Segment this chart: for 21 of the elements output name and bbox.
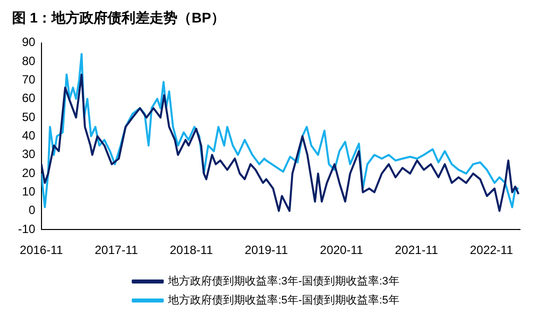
x-tick-label: 2016-11 xyxy=(20,243,64,258)
y-tick-label: 30 xyxy=(22,147,36,162)
y-tick-label: 20 xyxy=(22,166,36,180)
x-tick-label: 2020-11 xyxy=(320,243,364,258)
y-tick-label: 10 xyxy=(22,184,36,199)
y-tick-label: 90 xyxy=(22,35,36,50)
x-tick-label: 2019-11 xyxy=(244,243,288,258)
legend-label: 地方政府债到期收益率:3年-国债到期收益率:3年 xyxy=(167,274,400,288)
x-tick-label: 2022-11 xyxy=(470,243,514,258)
x-tick-label: 2018-11 xyxy=(170,243,214,258)
y-tick-label: 60 xyxy=(22,91,36,106)
y-tick-label: -10 xyxy=(18,222,36,236)
y-tick-label: 80 xyxy=(22,54,36,68)
chart-title: 图 1：地方政府债利差走势（BP） xyxy=(12,9,226,26)
y-tick-label: 50 xyxy=(22,110,36,124)
x-tick-label: 2021-11 xyxy=(394,243,438,258)
x-tick-label: 2017-11 xyxy=(94,243,138,258)
y-tick-label: 0 xyxy=(28,203,36,218)
y-tick-label: 70 xyxy=(22,72,36,86)
legend-label: 地方政府债到期收益率:5年-国债到期收益率:5年 xyxy=(167,294,400,307)
y-tick-label: 40 xyxy=(22,128,36,143)
